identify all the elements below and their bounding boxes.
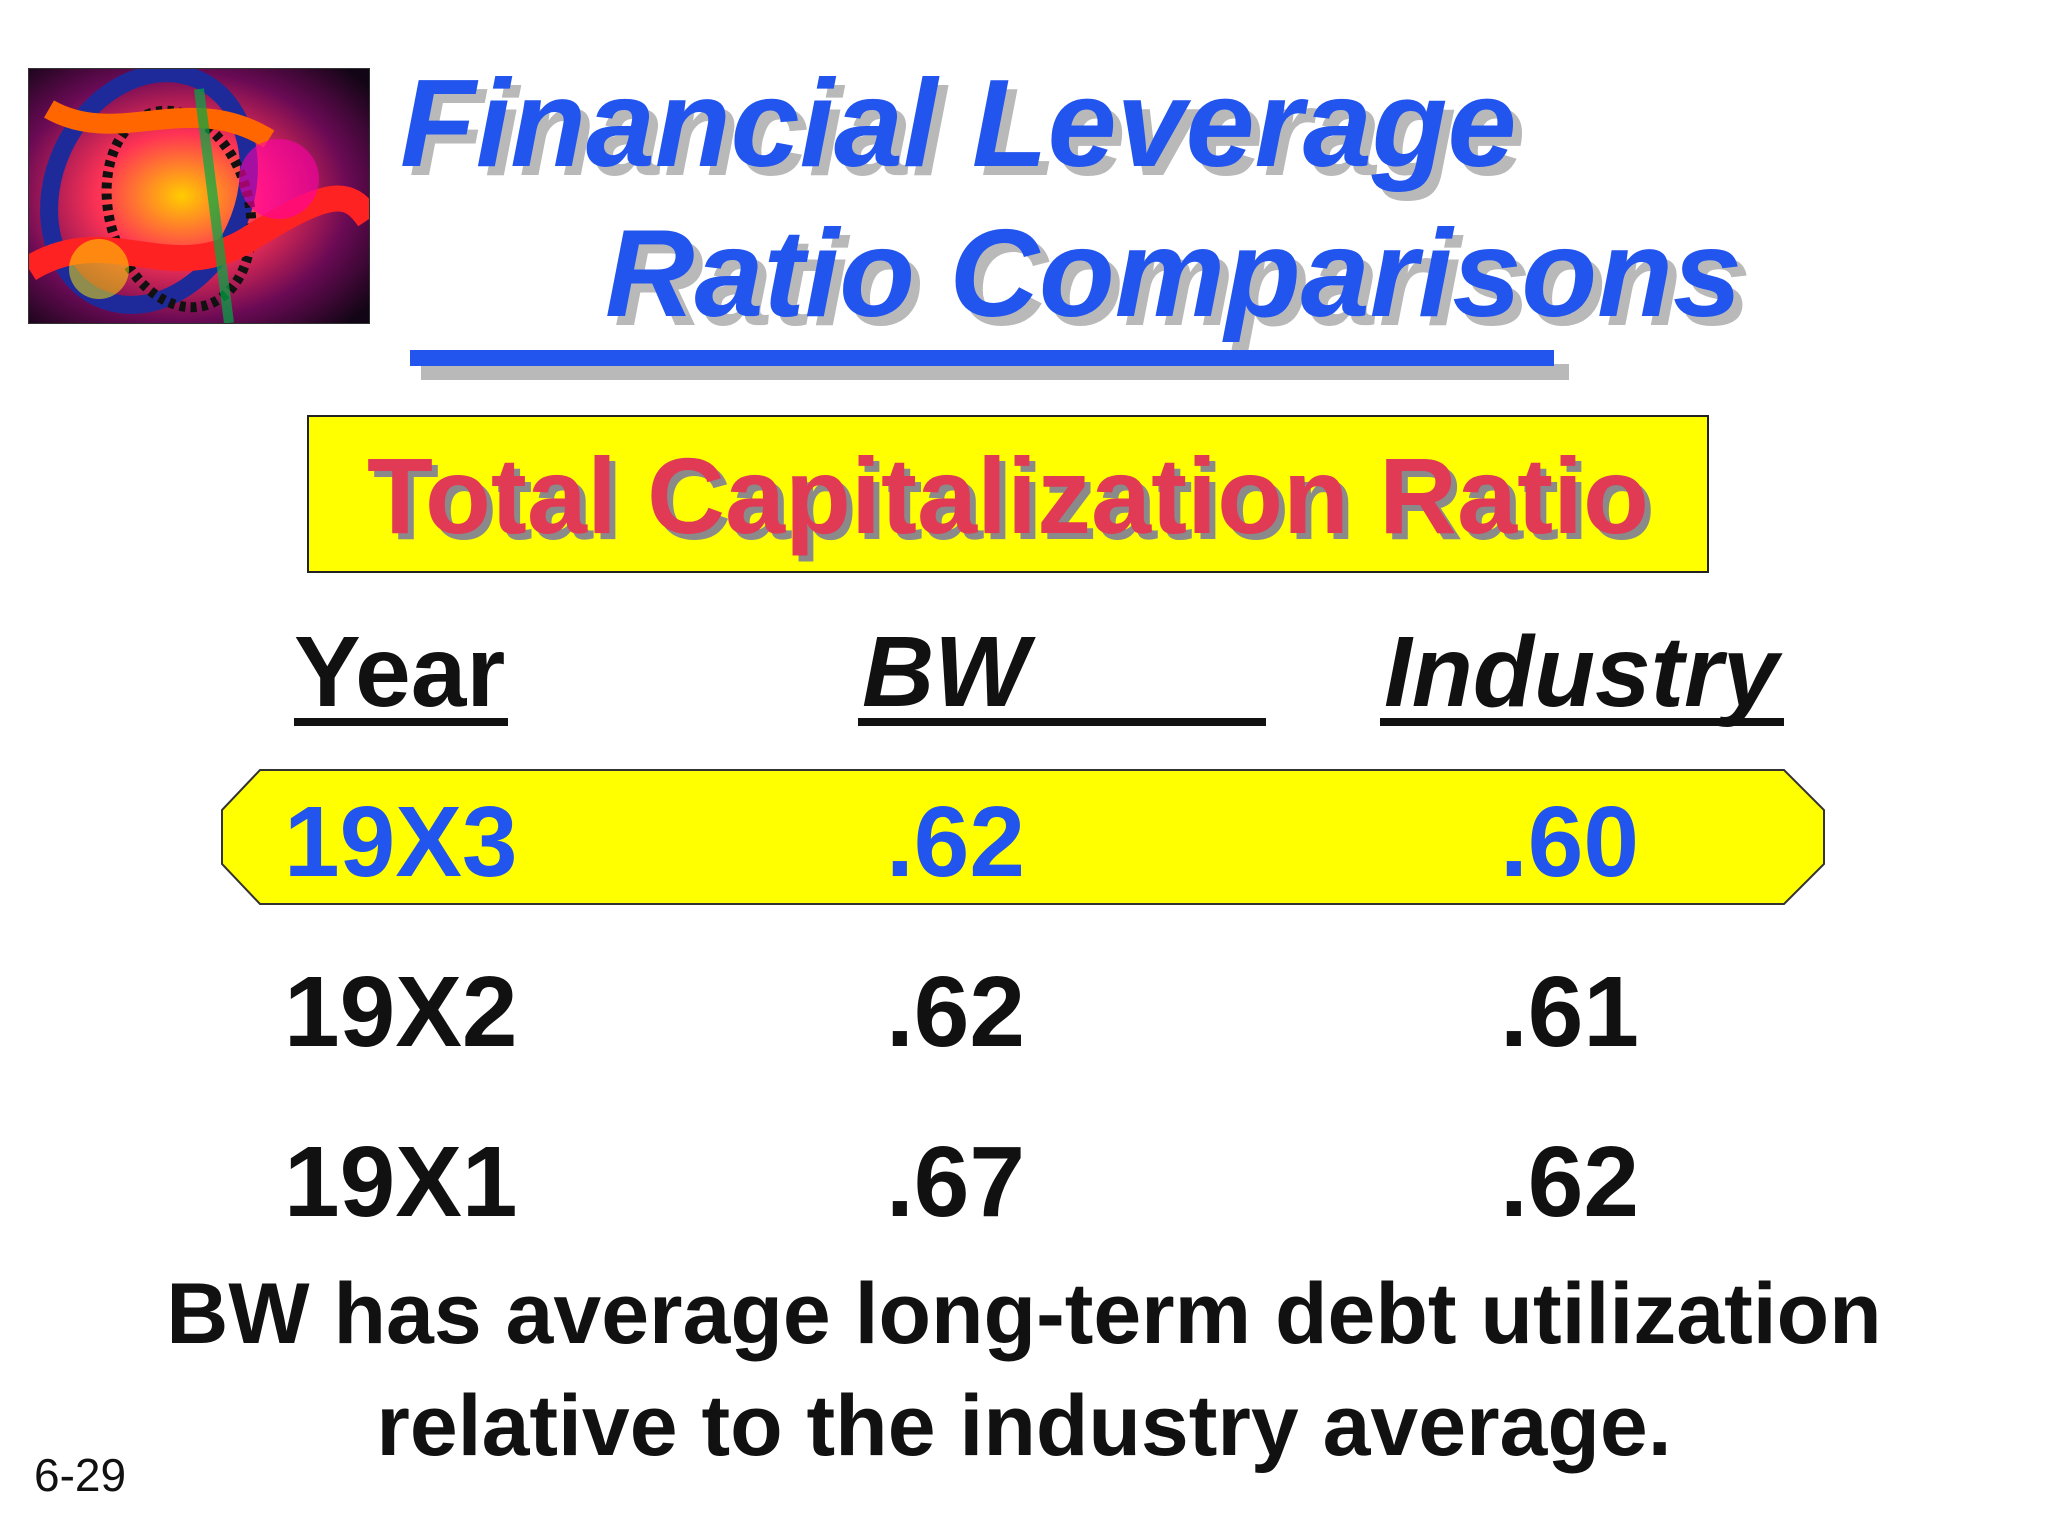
subtitle: Total Capitalization Ratio bbox=[366, 435, 1650, 556]
page-number: 6-29 bbox=[34, 1449, 127, 1501]
cell-year: 19X1 bbox=[284, 1126, 518, 1238]
cell-industry: .61 bbox=[1500, 956, 1640, 1068]
column-header-bw: BW bbox=[862, 616, 1029, 728]
title-line-1: Financial Leverage bbox=[400, 55, 1517, 193]
column-underline-bw bbox=[858, 718, 1266, 726]
cell-year: 19X2 bbox=[284, 956, 518, 1068]
conclusion-text: BW has average long-term debt utilizatio… bbox=[0, 1258, 2048, 1482]
cell-bw: .62 bbox=[886, 956, 1026, 1068]
row-highlight bbox=[221, 769, 1825, 905]
title-underline bbox=[410, 350, 1554, 366]
subtitle-box: Total Capitalization Ratio bbox=[307, 415, 1709, 573]
title-line-2: Ratio Comparisons bbox=[605, 205, 1742, 343]
conclusion-line-2: relative to the industry average. bbox=[376, 1378, 1672, 1474]
cell-bw: .62 bbox=[886, 786, 1026, 898]
cell-industry: .60 bbox=[1500, 786, 1640, 898]
column-underline-year bbox=[294, 718, 508, 726]
cell-industry: .62 bbox=[1500, 1126, 1640, 1238]
column-underline-industry bbox=[1380, 718, 1784, 726]
abstract-gears-logo bbox=[28, 68, 370, 324]
column-header-year: Year bbox=[294, 616, 506, 728]
title-underline-shadow bbox=[421, 364, 1569, 380]
cell-bw: .67 bbox=[886, 1126, 1026, 1238]
column-header-industry: Industry bbox=[1384, 616, 1779, 728]
cell-year: 19X3 bbox=[284, 786, 518, 898]
conclusion-line-1: BW has average long-term debt utilizatio… bbox=[166, 1266, 1882, 1362]
